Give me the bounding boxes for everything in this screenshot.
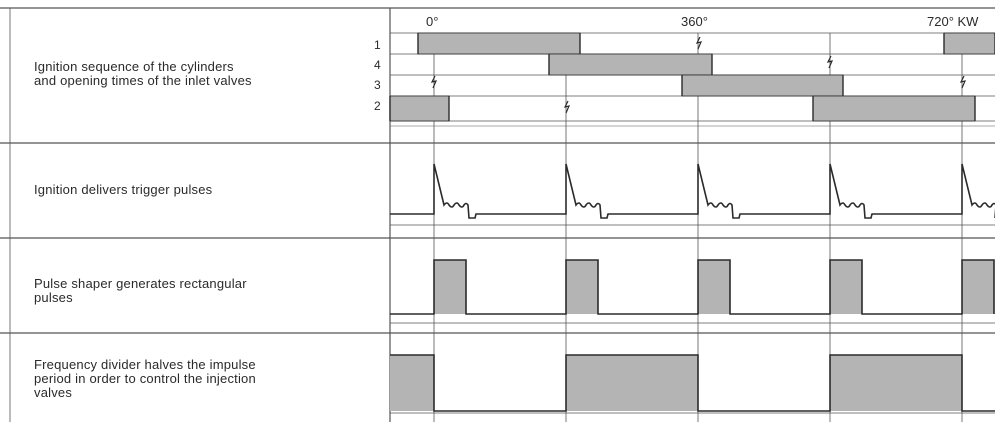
- cylinder-label-1: 1: [374, 38, 381, 52]
- cylinder-label-3: 3: [374, 78, 381, 92]
- spark-icon: [959, 75, 967, 89]
- label-line: and opening times of the inlet valves: [34, 73, 252, 88]
- divider-high-period: [566, 355, 698, 411]
- pulse-shaper-wave: [390, 259, 995, 315]
- valve-open-bars: [389, 32, 995, 122]
- valve-open-bar: [812, 95, 976, 122]
- row-label-frequency-divider: Frequency divider halves the impulse per…: [34, 358, 256, 400]
- label-line: period in order to control the injection: [34, 371, 256, 386]
- spark-symbols: [430, 36, 967, 114]
- row-label-trigger-pulses: Ignition delivers trigger pulses: [34, 183, 212, 197]
- label-line: Ignition delivers trigger pulses: [34, 182, 213, 197]
- rectangular-pulse: [698, 260, 730, 314]
- valve-open-bar: [681, 74, 844, 97]
- valve-open-bar: [943, 32, 995, 55]
- cylinder-label-2: 2: [374, 99, 381, 113]
- cylinder-label-4: 4: [374, 58, 381, 72]
- label-line: Frequency divider halves the impulse: [34, 357, 256, 372]
- waveforms: [390, 163, 995, 412]
- axis-mark-720: 720° KW: [927, 14, 979, 29]
- divider-high-period: [390, 355, 434, 411]
- frequency-divider-wave: [390, 354, 995, 412]
- label-line: Pulse shaper generates rectangular: [34, 276, 247, 291]
- trigger-pulse-wave: [390, 163, 995, 219]
- axis-mark-0: 0°: [426, 14, 439, 29]
- label-line: Ignition sequence of the cylinders: [34, 59, 234, 74]
- rectangular-pulse: [830, 260, 862, 314]
- spark-icon: [430, 75, 438, 89]
- spark-icon: [563, 100, 571, 114]
- rectangular-pulse: [962, 260, 994, 314]
- label-line: valves: [34, 385, 73, 400]
- row-label-ignition-sequence: Ignition sequence of the cylinders and o…: [34, 60, 252, 88]
- spark-icon: [826, 55, 834, 69]
- valve-open-bar: [389, 95, 450, 122]
- rectangular-pulse: [566, 260, 598, 314]
- label-line: pulses: [34, 290, 73, 305]
- axis-mark-360: 360°: [681, 14, 708, 29]
- spark-icon: [695, 36, 703, 50]
- divider-high-period: [830, 355, 962, 411]
- valve-open-bar: [417, 32, 581, 55]
- rectangular-pulse: [434, 260, 466, 314]
- row-label-pulse-shaper: Pulse shaper generates rectangular pulse…: [34, 277, 247, 305]
- valve-open-bar: [548, 53, 713, 76]
